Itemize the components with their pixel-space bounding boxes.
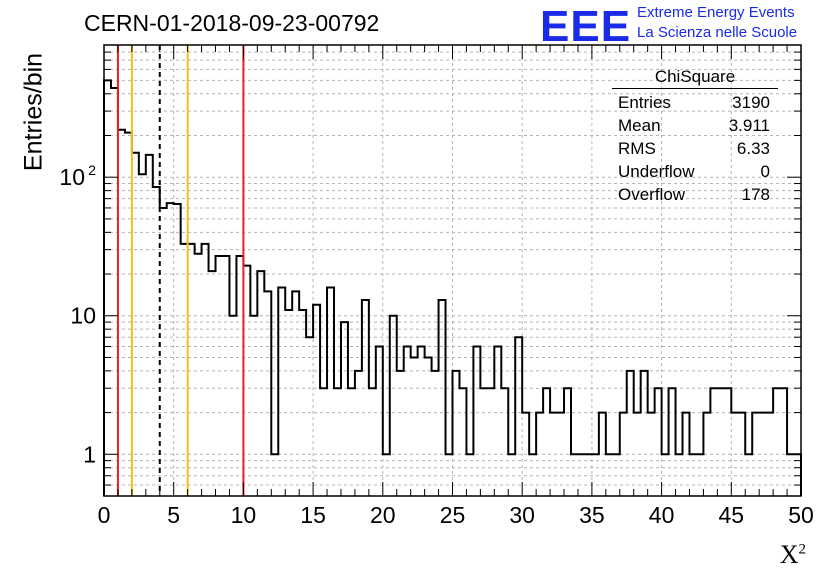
stats-value: 3.911	[728, 116, 770, 135]
stats-label: Underflow	[618, 162, 695, 181]
stats-row: Entries 3190	[612, 91, 778, 114]
logo-line-1: Extreme Energy Events	[637, 4, 795, 21]
eee-logo: EEE	[540, 2, 632, 51]
stats-value: 3190	[732, 93, 770, 112]
y-tick-label: 1	[83, 441, 96, 467]
x-tick-label: 20	[370, 502, 396, 528]
stats-label: Mean	[618, 116, 661, 135]
stats-box: ChiSquare Entries 3190 Mean 3.911 RMS 6.33 …	[612, 67, 778, 206]
stats-row: Underflow 0	[612, 160, 778, 183]
x-axis-label: X2	[780, 540, 806, 570]
stats-value: 178	[741, 185, 770, 204]
x-axis-label-base: X	[779, 540, 799, 569]
stats-label: RMS	[618, 139, 656, 158]
y-tick-label: 10	[59, 164, 85, 190]
stats-label: Entries	[618, 93, 671, 112]
stats-label: Overflow	[618, 185, 686, 204]
x-tick-label: 5	[167, 502, 180, 528]
x-tick-label: 10	[231, 502, 257, 528]
x-tick-label: 45	[719, 502, 745, 528]
axis-ticks	[103, 45, 802, 496]
reference-lines	[116, 45, 245, 496]
stats-box-title: ChiSquare	[612, 67, 778, 89]
x-tick-label: 40	[649, 502, 675, 528]
stats-row: Overflow 178	[612, 183, 778, 206]
y-tick-label-exponent: 2	[88, 162, 96, 178]
y-axis-label: Entries/bin	[19, 52, 48, 172]
logo-line-2: La Scienza nelle Scuole	[637, 24, 798, 41]
stats-row: RMS 6.33	[612, 137, 778, 160]
x-tick-label: 15	[300, 502, 326, 528]
page-title: CERN-01-2018-09-23-00792	[84, 10, 380, 36]
x-tick-label: 50	[788, 502, 814, 528]
histogram-series	[103, 79, 802, 496]
y-tick-label: 10	[70, 303, 96, 329]
stats-value: 0	[760, 162, 770, 181]
x-axis-label-exponent: 2	[798, 541, 807, 558]
x-tick-label: 0	[98, 502, 111, 528]
stats-value: 6.33	[736, 139, 770, 158]
x-tick-label: 30	[509, 502, 535, 528]
x-tick-label: 35	[579, 502, 605, 528]
stats-row: Mean 3.911	[612, 114, 778, 137]
histogram-step-line	[103, 79, 802, 496]
x-tick-label: 25	[440, 502, 466, 528]
